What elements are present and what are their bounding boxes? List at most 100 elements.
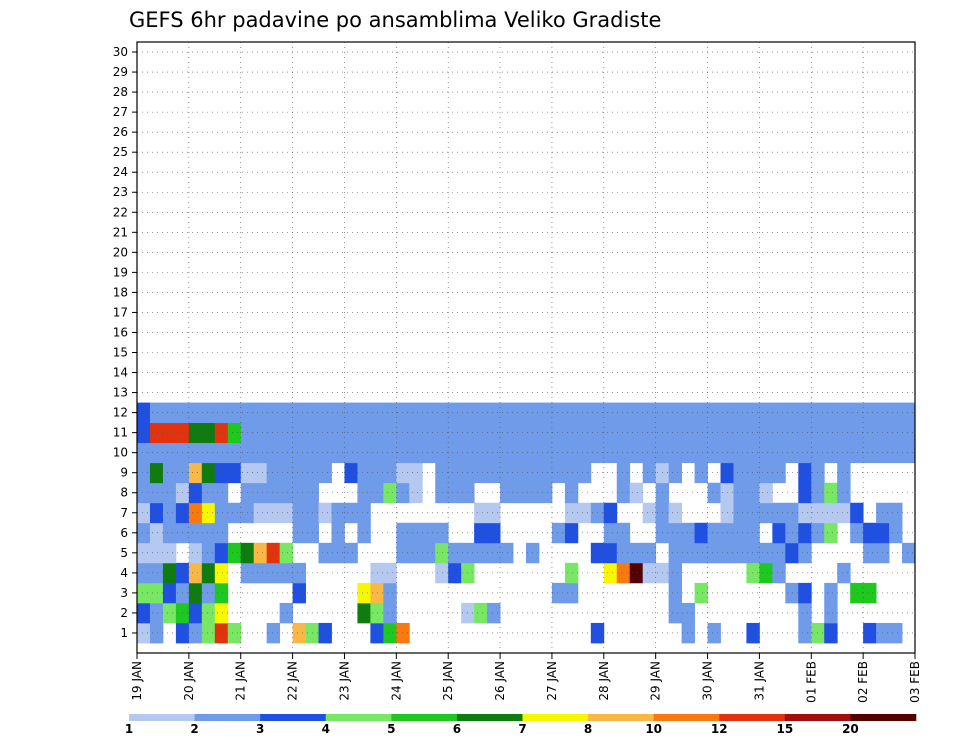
heatmap-cell: [137, 582, 151, 604]
heatmap-cell: [487, 522, 501, 544]
heatmap-cell: [629, 482, 644, 504]
heatmap-cell: [149, 482, 164, 504]
heatmap-cell: [266, 462, 281, 484]
heatmap-cell: [759, 502, 773, 524]
heatmap-cell: [396, 462, 410, 484]
y-tick-label: 15: [113, 346, 128, 360]
colorbar-label: 8: [584, 722, 592, 736]
heatmap-cell: [396, 522, 410, 544]
heatmap-cell: [137, 502, 151, 524]
heatmap-cell: [448, 442, 462, 464]
heatmap-cell: [759, 482, 773, 504]
heatmap-cell: [798, 582, 812, 604]
heatmap-cell: [448, 462, 462, 484]
heatmap-cell: [162, 422, 177, 444]
heatmap-cell: [798, 502, 812, 524]
heatmap-cell: [694, 422, 708, 444]
y-tick-label: 26: [113, 125, 128, 139]
heatmap-cell: [538, 402, 553, 424]
heatmap-cell: [642, 442, 657, 464]
heatmap-cell: [681, 622, 695, 644]
x-tick-label: 27 JAN: [545, 661, 559, 701]
heatmap-cell: [214, 402, 229, 424]
colorbar-swatch: [456, 714, 523, 721]
heatmap-cell: [603, 442, 618, 464]
heatmap-cell: [435, 402, 449, 424]
heatmap-cell: [201, 442, 216, 464]
colorbar-swatch: [325, 714, 392, 721]
x-tick-label: 22 JAN: [286, 661, 300, 701]
heatmap-cell: [746, 562, 760, 584]
heatmap-cell: [149, 622, 164, 644]
heatmap-cell: [772, 502, 786, 524]
heatmap-cell: [162, 442, 177, 464]
heatmap-cell: [500, 542, 514, 564]
heatmap-cell: [149, 402, 164, 424]
heatmap-cell: [162, 482, 177, 504]
heatmap-cell: [603, 542, 618, 564]
x-tick-label: 31 JAN: [752, 661, 766, 701]
heatmap-cell: [162, 402, 177, 424]
heatmap-cell: [616, 422, 631, 444]
heatmap-cell: [188, 502, 203, 524]
heatmap-cell: [137, 562, 151, 584]
heatmap-cell: [759, 442, 773, 464]
heatmap-cell: [344, 422, 358, 444]
heatmap-cell: [227, 442, 242, 464]
heatmap-cell: [694, 442, 708, 464]
heatmap-cell: [513, 402, 527, 424]
y-tick-label: 6: [120, 526, 128, 540]
heatmap-cell: [292, 562, 306, 584]
heatmap-cell: [487, 442, 501, 464]
heatmap-cell: [772, 462, 786, 484]
y-tick-label: 25: [113, 145, 128, 159]
y-tick-label: 16: [113, 325, 128, 339]
heatmap-cell: [162, 502, 177, 524]
heatmap-cell: [487, 502, 501, 524]
heatmap-cell: [422, 402, 436, 424]
heatmap-cell: [513, 462, 527, 484]
heatmap-cell: [137, 542, 151, 564]
heatmap-cell: [318, 422, 332, 444]
heatmap-cell: [603, 502, 618, 524]
heatmap-cell: [137, 602, 151, 624]
heatmap-cell: [357, 502, 371, 524]
heatmap-cell: [266, 502, 281, 524]
heatmap-cell: [642, 562, 657, 584]
heatmap-cell: [201, 542, 216, 564]
heatmap-cell: [344, 502, 358, 524]
heatmap-cell: [331, 522, 345, 544]
colorbar-swatch: [194, 714, 261, 721]
heatmap-cell: [266, 622, 281, 644]
heatmap-cell: [603, 522, 618, 544]
heatmap-cell: [837, 442, 851, 464]
heatmap-cell: [266, 542, 281, 564]
heatmap-cell: [474, 542, 488, 564]
heatmap-cell: [214, 522, 229, 544]
colorbar-swatch: [719, 714, 786, 721]
colorbar: 1 2 3 4 5 6 7 8 10 12 15 20: [125, 714, 917, 736]
heatmap-cell: [474, 522, 488, 544]
y-axis-ticks: 1234567891011121314151617181920212223242…: [113, 45, 137, 640]
x-axis-ticks: 19 JAN 20 JAN 21 JAN 22 JAN 23 JAN 24 JAN 25 J…: [130, 653, 922, 703]
heatmap-cell: [513, 482, 527, 504]
heatmap-cell: [681, 602, 695, 624]
heatmap-cell: [863, 542, 877, 564]
heatmap-cell: [227, 502, 242, 524]
heatmap-cell: [668, 502, 682, 524]
heatmap-cell: [292, 462, 306, 484]
heatmap-cell: [149, 582, 164, 604]
heatmap-cell: [746, 522, 760, 544]
y-tick-label: 2: [120, 606, 128, 620]
heatmap-cell: [681, 522, 695, 544]
heatmap-cell: [577, 422, 592, 444]
heatmap-cell: [422, 542, 436, 564]
heatmap-cell: [201, 502, 216, 524]
heatmap-cell: [409, 462, 423, 484]
heatmap-cell: [707, 622, 721, 644]
heatmap-cell: [681, 422, 695, 444]
heatmap-cell: [694, 522, 708, 544]
heatmap-cell: [487, 402, 501, 424]
heatmap-cell: [149, 422, 164, 444]
heatmap-cell: [707, 402, 721, 424]
